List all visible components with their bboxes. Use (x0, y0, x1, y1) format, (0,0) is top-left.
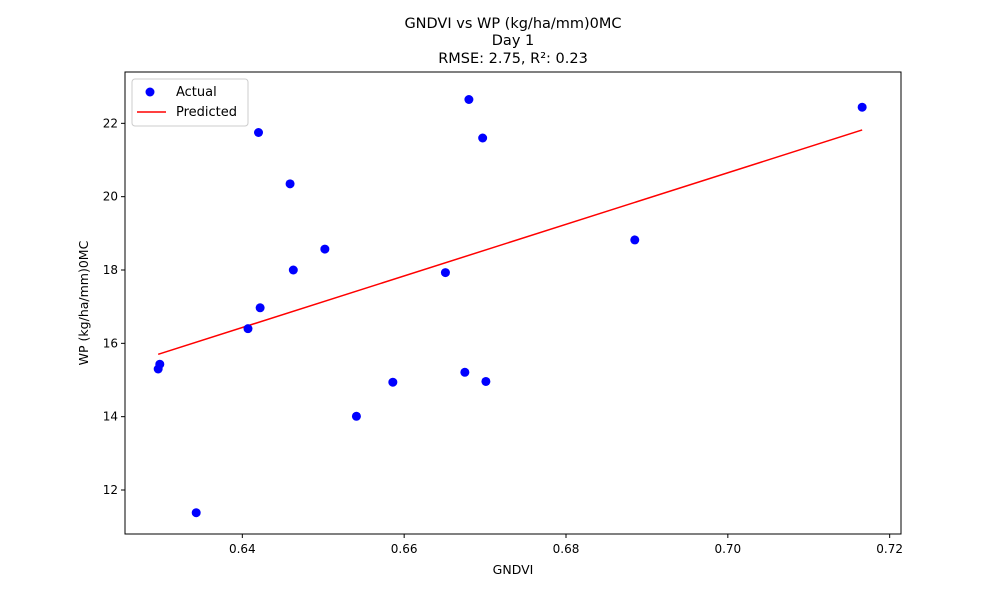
actual-point-10 (351, 411, 361, 421)
actual-point-6 (255, 303, 265, 313)
x-tick-label: 0.72 (876, 542, 903, 556)
y-tick-label: 16 (103, 336, 118, 350)
actual-point-8 (288, 265, 298, 275)
chart-title: GNDVI vs WP (kg/ha/mm)0MC Day 1 RMSE: 2.… (404, 16, 621, 67)
chart-title-line-1: GNDVI vs WP (kg/ha/mm)0MC (404, 16, 621, 32)
actual-point-2 (155, 359, 165, 369)
actual-point-18 (857, 102, 867, 112)
y-tick-label: 12 (103, 483, 118, 497)
legend-predicted-label: Predicted (176, 105, 237, 120)
plot-frame (124, 71, 902, 535)
legend-box (131, 78, 249, 127)
plot-area (125, 72, 901, 534)
x-tick-label: 0.70 (714, 542, 741, 556)
actual-point-4 (243, 324, 253, 334)
x-tick-label: 0.68 (553, 542, 580, 556)
y-tick-label: 14 (103, 410, 118, 424)
x-tick-label: 0.66 (391, 542, 418, 556)
y-tick-label: 22 (103, 116, 118, 130)
legend: Actual Predicted (131, 78, 249, 127)
actual-point-9 (320, 244, 330, 254)
actual-point-11 (388, 377, 398, 387)
predicted-line (157, 129, 863, 356)
y-axis-label: WP (kg/ha/mm)0MC (76, 240, 91, 365)
actual-point-15 (478, 133, 488, 143)
x-axis-label: GNDVI (493, 562, 534, 577)
actual-point-7 (285, 179, 295, 189)
actual-point-16 (481, 376, 491, 386)
actual-point-14 (464, 95, 474, 104)
actual-points-layer (153, 95, 867, 518)
legend-actual-marker (145, 87, 155, 97)
x-axis: 0.64 0.66 0.68 0.70 0.72 (229, 534, 903, 556)
actual-point-3 (191, 508, 201, 518)
y-tick-label: 18 (103, 263, 118, 277)
predicted-line-layer (157, 129, 863, 356)
actual-point-5 (254, 128, 264, 137)
legend-actual-label: Actual (176, 85, 217, 100)
actual-point-12 (440, 268, 450, 278)
actual-point-17 (630, 235, 640, 245)
y-tick-label: 20 (103, 190, 118, 204)
x-tick-label: 0.64 (229, 542, 256, 556)
y-axis: 12 14 16 18 20 22 (103, 116, 125, 497)
chart-title-line-3: RMSE: 2.75, R²: 0.23 (438, 51, 588, 67)
actual-point-13 (460, 367, 470, 377)
chart-title-line-2: Day 1 (492, 33, 534, 49)
